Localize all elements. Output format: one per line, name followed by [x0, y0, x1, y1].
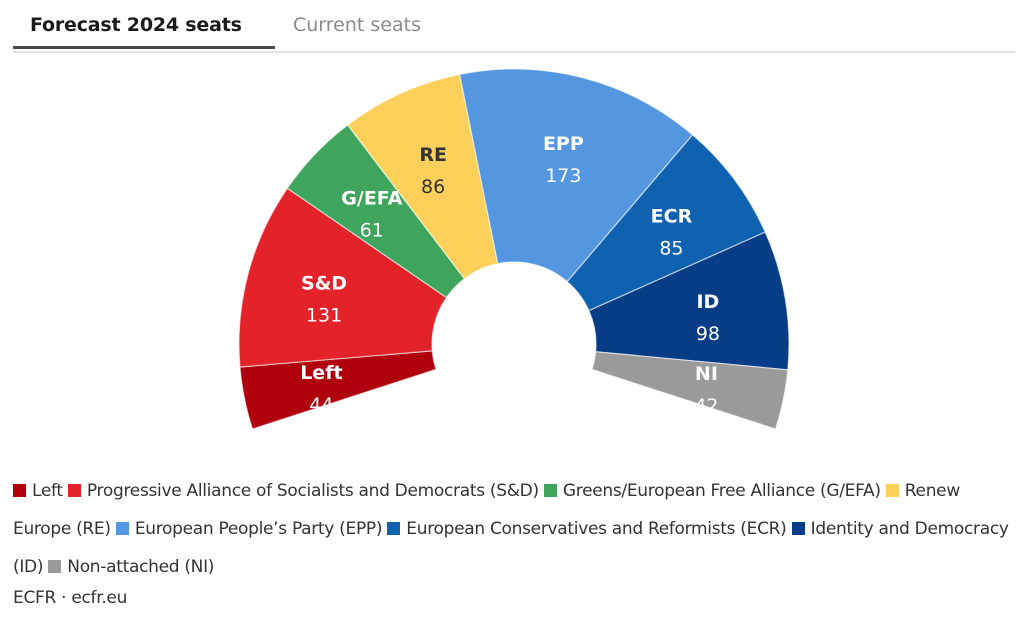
legend-swatch-ecr: [387, 522, 401, 535]
legend-label-s-d: Progressive Alliance of Socialists and D…: [86, 481, 539, 501]
legend-label-epp: European People’s Party (EPP): [134, 519, 383, 539]
legend-swatch-id: [791, 522, 805, 535]
tab-forecast-2024-seats[interactable]: Forecast 2024 seats: [13, 11, 275, 49]
segment-label-re: RE: [419, 144, 447, 166]
segment-value-left: 44: [309, 394, 333, 416]
tab-current-seats[interactable]: Current seats: [293, 14, 421, 36]
legend-item-s-d[interactable]: Progressive Alliance of Socialists and D…: [67, 481, 539, 501]
segment-value-g-efa: 61: [360, 219, 384, 241]
segment-value-epp: 173: [545, 165, 581, 187]
legend: Left Progressive Alliance of Socialists …: [13, 472, 1013, 586]
legend-swatch-ni: [48, 560, 62, 573]
source-credit: ECFR · ecfr.eu: [13, 588, 128, 608]
segment-value-ecr: 85: [659, 237, 683, 259]
legend-label-id: Identity and Democracy (ID): [13, 519, 1009, 577]
legend-item-left[interactable]: Left: [13, 481, 63, 501]
legend-swatch-re: [885, 484, 899, 497]
legend-item-re[interactable]: Renew Europe (RE): [13, 481, 960, 539]
legend-label-re: Renew Europe (RE): [13, 481, 960, 539]
parliament-chart: Left 44 S&D 131 G/EFA 61 RE 86 EPP 173 ECR 85 ID 98 NI…: [238, 68, 790, 430]
legend-label-ni: Non-attached (NI): [67, 557, 215, 577]
segment-epp: [458, 68, 694, 283]
legend-item-id[interactable]: Identity and Democracy (ID): [13, 519, 1009, 577]
segment-value-id: 98: [696, 323, 720, 345]
segment-s-d: [238, 187, 448, 368]
segment-value-s-d: 131: [306, 305, 342, 327]
legend-item-ecr[interactable]: European Conservatives and Reformists (E…: [387, 519, 787, 539]
legend-label-left: Left: [32, 481, 63, 501]
segment-label-ecr: ECR: [651, 205, 693, 227]
segment-label-ni: NI: [695, 363, 718, 385]
legend-item-ni[interactable]: Non-attached (NI): [48, 557, 214, 577]
legend-swatch-epp: [115, 522, 129, 535]
legend-item-epp[interactable]: European People’s Party (EPP): [115, 519, 383, 539]
legend-swatch-left: [13, 484, 26, 497]
segment-label-id: ID: [696, 291, 719, 313]
segment-label-epp: EPP: [543, 133, 584, 155]
segment-id: [588, 231, 790, 371]
legend-swatch-s-d: [67, 484, 81, 497]
tab-bar: Forecast 2024 seats Current seats: [13, 0, 1015, 53]
legend-label-ecr: European Conservatives and Reformists (E…: [406, 519, 787, 539]
legend-item-g-efa[interactable]: Greens/European Free Alliance (G/EFA): [543, 481, 881, 501]
segment-label-g-efa: G/EFA: [341, 187, 402, 209]
legend-swatch-g-efa: [543, 484, 557, 497]
segment-value-ni: 42: [694, 395, 718, 417]
legend-label-g-efa: Greens/European Free Alliance (G/EFA): [562, 481, 881, 501]
segment-ni: [591, 351, 789, 430]
segment-value-re: 86: [421, 176, 445, 198]
segment-label-s-d: S&D: [301, 273, 347, 295]
segment-label-left: Left: [300, 362, 342, 384]
